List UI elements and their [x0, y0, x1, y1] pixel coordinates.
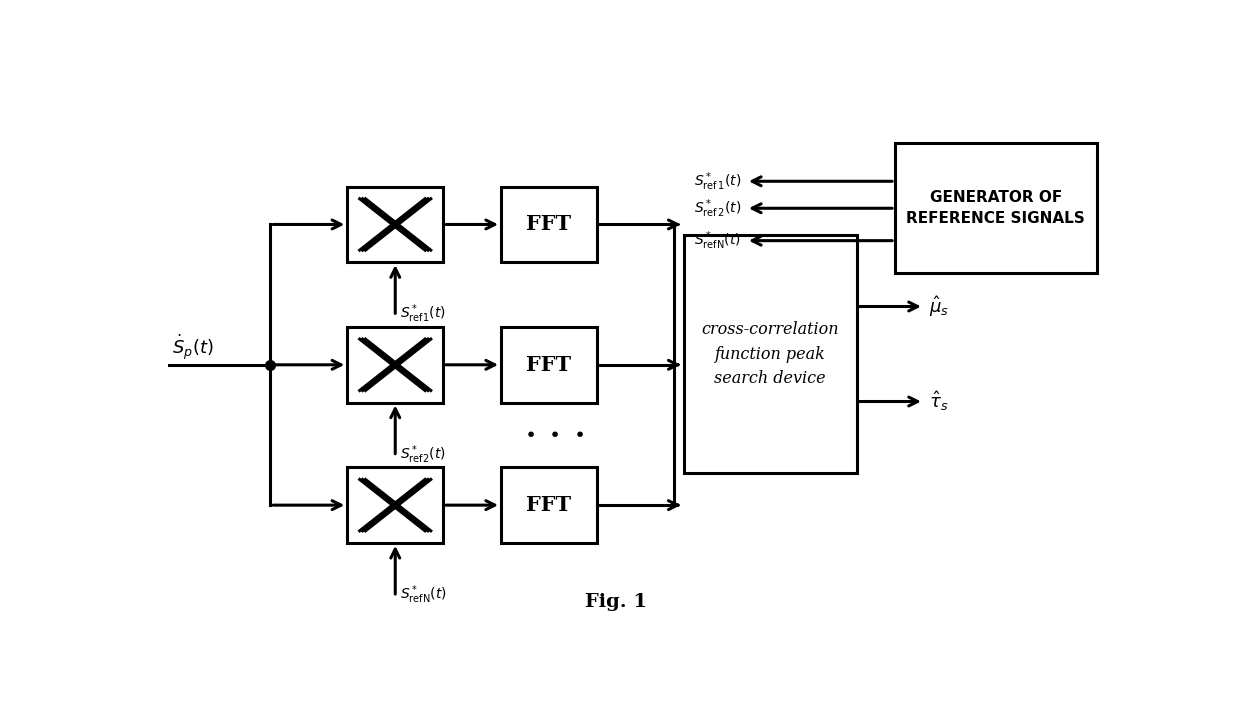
- Bar: [501, 468, 596, 543]
- Text: cross-correlation
function peak
search device: cross-correlation function peak search d…: [702, 320, 838, 388]
- Text: $\bullet$  $\bullet$  $\bullet$: $\bullet$ $\bullet$ $\bullet$: [523, 426, 584, 444]
- Text: GENERATOR OF
REFERENCE SIGNALS: GENERATOR OF REFERENCE SIGNALS: [906, 190, 1085, 226]
- Text: $S^*_{\mathrm{ref1}}(t)$: $S^*_{\mathrm{ref1}}(t)$: [401, 303, 446, 325]
- Bar: [895, 144, 1096, 273]
- Text: FFT: FFT: [527, 355, 572, 375]
- Bar: [347, 468, 444, 543]
- Bar: [683, 236, 857, 472]
- Text: $\hat{\mu}_s$: $\hat{\mu}_s$: [929, 294, 949, 319]
- Text: $S^*_{\mathrm{ref\,2}}(t)$: $S^*_{\mathrm{ref\,2}}(t)$: [694, 197, 742, 219]
- Text: $S^*_{\mathrm{refN}}(t)$: $S^*_{\mathrm{refN}}(t)$: [401, 583, 446, 606]
- Text: $\dot{S}_p(t)$: $\dot{S}_p(t)$: [172, 332, 215, 362]
- Bar: [347, 327, 444, 402]
- Text: $S^*_{\mathrm{ref2}}(t)$: $S^*_{\mathrm{ref2}}(t)$: [401, 443, 446, 465]
- Text: FFT: FFT: [527, 215, 572, 234]
- Bar: [501, 327, 596, 402]
- Bar: [347, 186, 444, 262]
- Text: FFT: FFT: [527, 495, 572, 515]
- Text: Fig. 1: Fig. 1: [585, 593, 647, 611]
- Bar: [501, 186, 596, 262]
- Text: $S^*_{\mathrm{refN}}(t)$: $S^*_{\mathrm{refN}}(t)$: [694, 229, 742, 252]
- Text: $\hat{\tau}_s$: $\hat{\tau}_s$: [929, 390, 947, 414]
- Text: $S^*_{\mathrm{ref\,1}}(t)$: $S^*_{\mathrm{ref\,1}}(t)$: [694, 170, 742, 193]
